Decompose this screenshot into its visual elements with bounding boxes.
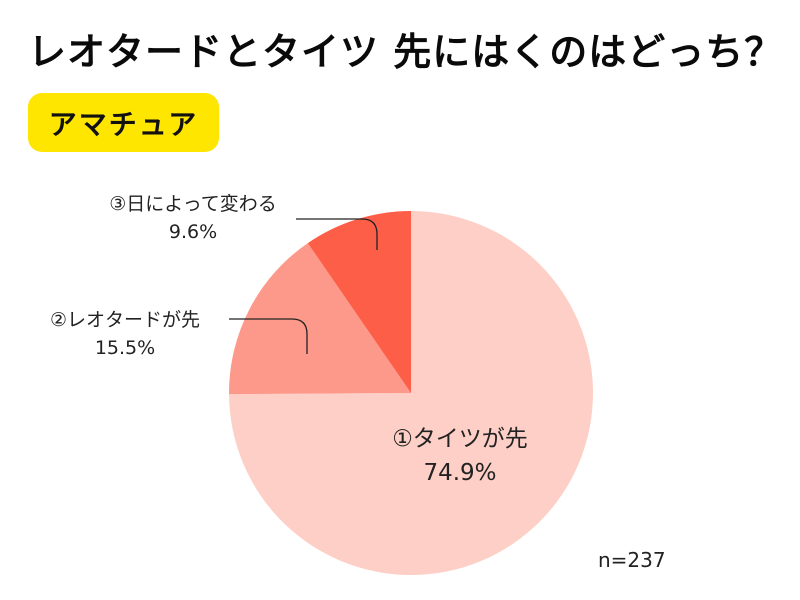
pie-slice-leotard-first bbox=[228, 243, 411, 395]
pie-slices bbox=[228, 211, 593, 576]
slice1-percent: 74.9% bbox=[423, 460, 497, 486]
slice3-percent: 9.6% bbox=[168, 221, 218, 243]
leader-line-slice2 bbox=[229, 318, 308, 354]
sample-size: n=237 bbox=[598, 548, 666, 572]
leader-line-slice3 bbox=[296, 218, 378, 250]
slice1-name: ①タイツが先 bbox=[392, 426, 528, 452]
category-badge: アマチュア bbox=[28, 93, 219, 152]
slice3-label: ③日によって変わる 9.6% bbox=[90, 190, 296, 246]
slice2-percent: 15.5% bbox=[94, 337, 156, 359]
pie-slice-depends-on-day bbox=[307, 211, 411, 393]
slice2-label: ②レオタードが先 15.5% bbox=[30, 306, 220, 362]
slice1-label: ①タイツが先 74.9% bbox=[370, 422, 550, 490]
slice2-name: ②レオタードが先 bbox=[49, 309, 201, 331]
chart-title: レオタードとタイツ 先にはくのはどっち？ bbox=[28, 30, 784, 74]
slice3-name: ③日によって変わる bbox=[109, 193, 277, 215]
pie-slice-tights-first bbox=[229, 211, 593, 576]
